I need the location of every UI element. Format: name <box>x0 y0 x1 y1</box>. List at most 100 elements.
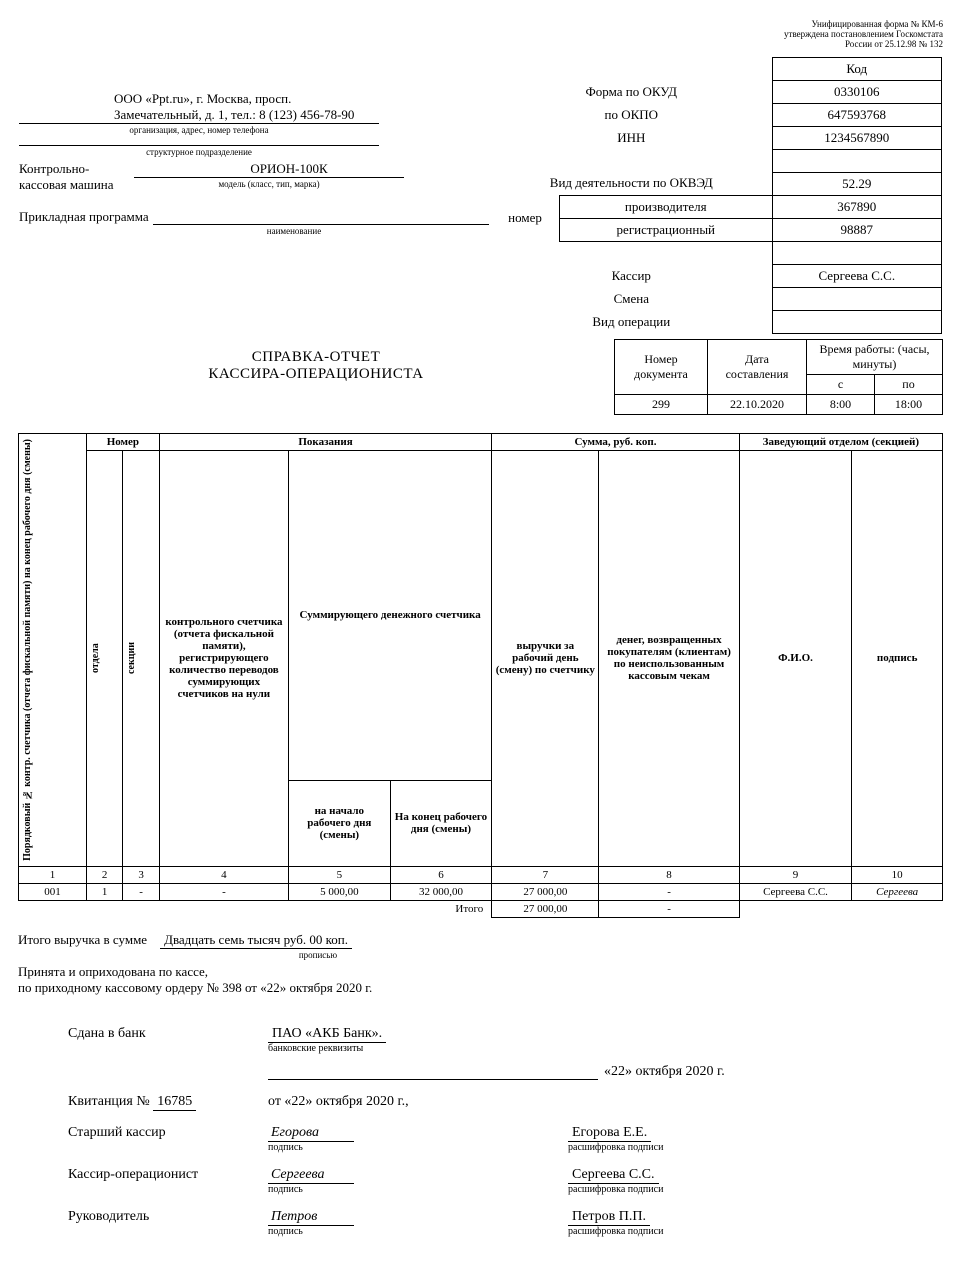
cashop-label: Кассир-операционист <box>68 1167 268 1183</box>
revenue-sub: прописью <box>228 950 408 960</box>
docinfo-time-head: Время работы: (часы, минуты) <box>807 339 943 374</box>
total-label: Итого <box>289 900 492 917</box>
data-row: 001 1 - - 5 000,00 32 000,00 27 000,00 -… <box>19 883 943 900</box>
head-decode-sub: расшифровка подписи <box>568 1226 828 1237</box>
cell-4: - <box>159 883 288 900</box>
cell-7: 27 000,00 <box>492 883 599 900</box>
cashop-sign-sub: подпись <box>268 1184 568 1195</box>
cashop-decode-sub: расшифровка подписи <box>568 1184 828 1195</box>
col-rev-head: выручки за рабочий день (смену) по счетч… <box>492 450 599 866</box>
total-8: - <box>599 900 739 917</box>
bank-value: ПАО «АКБ Банк». <box>268 1026 386 1043</box>
col-fio-head: Ф.И.О. <box>739 450 852 866</box>
receipt-num: 16785 <box>153 1094 196 1111</box>
bank-sub: банковские реквизиты <box>268 1043 568 1054</box>
senior-full: Егорова Е.Е. <box>568 1125 651 1142</box>
accepted-block: Принята и оприходована по кассе, по прих… <box>18 964 943 996</box>
struct-sublabel: структурное подразделение <box>19 147 379 157</box>
senior-label: Старший кассир <box>68 1125 268 1141</box>
receipt-label: Квитанция № <box>68 1094 150 1109</box>
col-start-head: на начало рабочего дня (смены) <box>289 781 391 867</box>
bank-date: «22» октября 2020 г. <box>604 1064 725 1080</box>
revenue-label: Итого выручка в сумме <box>18 932 147 947</box>
cashop-sign: Сергеева <box>268 1167 354 1184</box>
col-sumcnt-head: Суммирующего денежного счетчика <box>289 450 492 780</box>
col-num-row: 1 2 3 4 5 6 7 8 9 10 <box>19 866 943 883</box>
total-row: Итого 27 000,00 - <box>19 900 943 917</box>
codes-table: Код Форма по ОКУД 0330106 по ОКПО 647593… <box>491 57 942 334</box>
codes-head: Код <box>772 57 941 80</box>
inn-label: ИНН <box>491 126 772 149</box>
docinfo-from: 8:00 <box>807 394 875 414</box>
manuf-value: 367890 <box>772 195 941 218</box>
coln-5: 5 <box>289 866 391 883</box>
op-label: Вид операции <box>491 310 772 333</box>
coln-4: 4 <box>159 866 288 883</box>
col-sign-head: подпись <box>852 450 943 866</box>
coln-7: 7 <box>492 866 599 883</box>
okud-label: Форма по ОКУД <box>491 80 772 103</box>
docinfo-date-head: Дата составления <box>708 339 807 394</box>
docinfo-table: Номер документа Дата составления Время р… <box>614 339 943 415</box>
docinfo-num: 299 <box>615 394 708 414</box>
col1-head: Порядковый № контр. счетчика (отчета фис… <box>22 436 35 864</box>
total-7: 27 000,00 <box>492 900 599 917</box>
docinfo-date: 22.10.2020 <box>708 394 807 414</box>
coln-3: 3 <box>123 866 159 883</box>
head-sign: Петров <box>268 1209 354 1226</box>
cell-5: 5 000,00 <box>289 883 391 900</box>
cell-3: - <box>123 883 159 900</box>
col-ind-head: Показания <box>159 433 491 450</box>
form-approval: Унифицированная форма № КМ-6 утверждена … <box>18 20 943 50</box>
signatures: Сдана в банк ПАО «АКБ Банк». банковские … <box>68 1026 943 1237</box>
bank-label: Сдана в банк <box>68 1026 268 1042</box>
org-sublabel: организация, адрес, номер телефона <box>19 125 379 135</box>
col-dept-head: отдела <box>90 600 103 716</box>
okpo-value: 647593768 <box>772 103 941 126</box>
shift-label: Смена <box>491 287 772 310</box>
okud-value: 0330106 <box>772 80 941 103</box>
op-value <box>772 310 941 333</box>
org-addr: Замечательный, д. 1, тел.: 8 (123) 456-7… <box>114 107 489 123</box>
shift-value <box>772 287 941 310</box>
header-area: ООО «Ppt.ru», г. Москва, просп. Замечате… <box>18 56 943 335</box>
col-ctrl-head: контрольного счетчика (отчета фискальной… <box>159 450 288 866</box>
receipt-date: от «22» октября 2020 г., <box>268 1094 568 1110</box>
receipt-row: Квитанция № 16785 от «22» октября 2020 г… <box>68 1094 943 1111</box>
coln-8: 8 <box>599 866 739 883</box>
kkm-model: ОРИОН-100К <box>134 161 404 178</box>
col-end-head: На конец рабочего дня (смены) <box>390 781 492 867</box>
docinfo-from-head: с <box>807 374 875 394</box>
accepted-l2: по приходному кассовому ордеру № 398 от … <box>18 980 943 996</box>
cell-8: - <box>599 883 739 900</box>
form-line2: утверждена постановлением Госкомстата <box>18 30 943 40</box>
head-row: Руководитель Петров подпись Петров П.П. … <box>68 1209 943 1237</box>
senior-sign: Егорова <box>268 1125 354 1142</box>
kkm-label: Контрольно- кассовая машина <box>19 161 134 193</box>
cashop-row: Кассир-операционист Сергеева подпись Сер… <box>68 1167 943 1195</box>
reg-label: регистрационный <box>560 218 773 241</box>
bank-row: Сдана в банк ПАО «АКБ Банк». банковские … <box>68 1026 943 1054</box>
kkm-row: Контрольно- кассовая машина ОРИОН-100К м… <box>19 161 489 193</box>
cell-2: 1 <box>86 883 122 900</box>
form-line3: России от 25.12.98 № 132 <box>18 40 943 50</box>
col-mgr-head: Заведующий отделом (секцией) <box>739 433 942 450</box>
senior-row: Старший кассир Егорова подпись Егорова Е… <box>68 1125 943 1153</box>
cashier-value: Сергеева С.С. <box>772 264 941 287</box>
accepted-l1: Принята и оприходована по кассе, <box>18 964 943 980</box>
coln-2: 2 <box>86 866 122 883</box>
org-block: ООО «Ppt.ru», г. Москва, просп. Замечате… <box>19 91 489 157</box>
cell-9: Сергеева С.С. <box>739 883 852 900</box>
cell-6: 32 000,00 <box>390 883 492 900</box>
col-sec-head: секции <box>126 600 139 716</box>
okpo-label: по ОКПО <box>491 103 772 126</box>
cell-1: 001 <box>19 883 87 900</box>
docinfo-to-head: по <box>875 374 943 394</box>
kkm-sublabel: модель (класс, тип, марка) <box>134 179 404 189</box>
senior-sign-sub: подпись <box>268 1142 568 1153</box>
coln-9: 9 <box>739 866 852 883</box>
head-label: Руководитель <box>68 1209 268 1225</box>
docinfo-to: 18:00 <box>875 394 943 414</box>
col-ret-head: денег, возвращенных покупателям (клиента… <box>599 450 739 866</box>
revenue-line: Итого выручка в сумме Двадцать семь тыся… <box>18 932 943 960</box>
